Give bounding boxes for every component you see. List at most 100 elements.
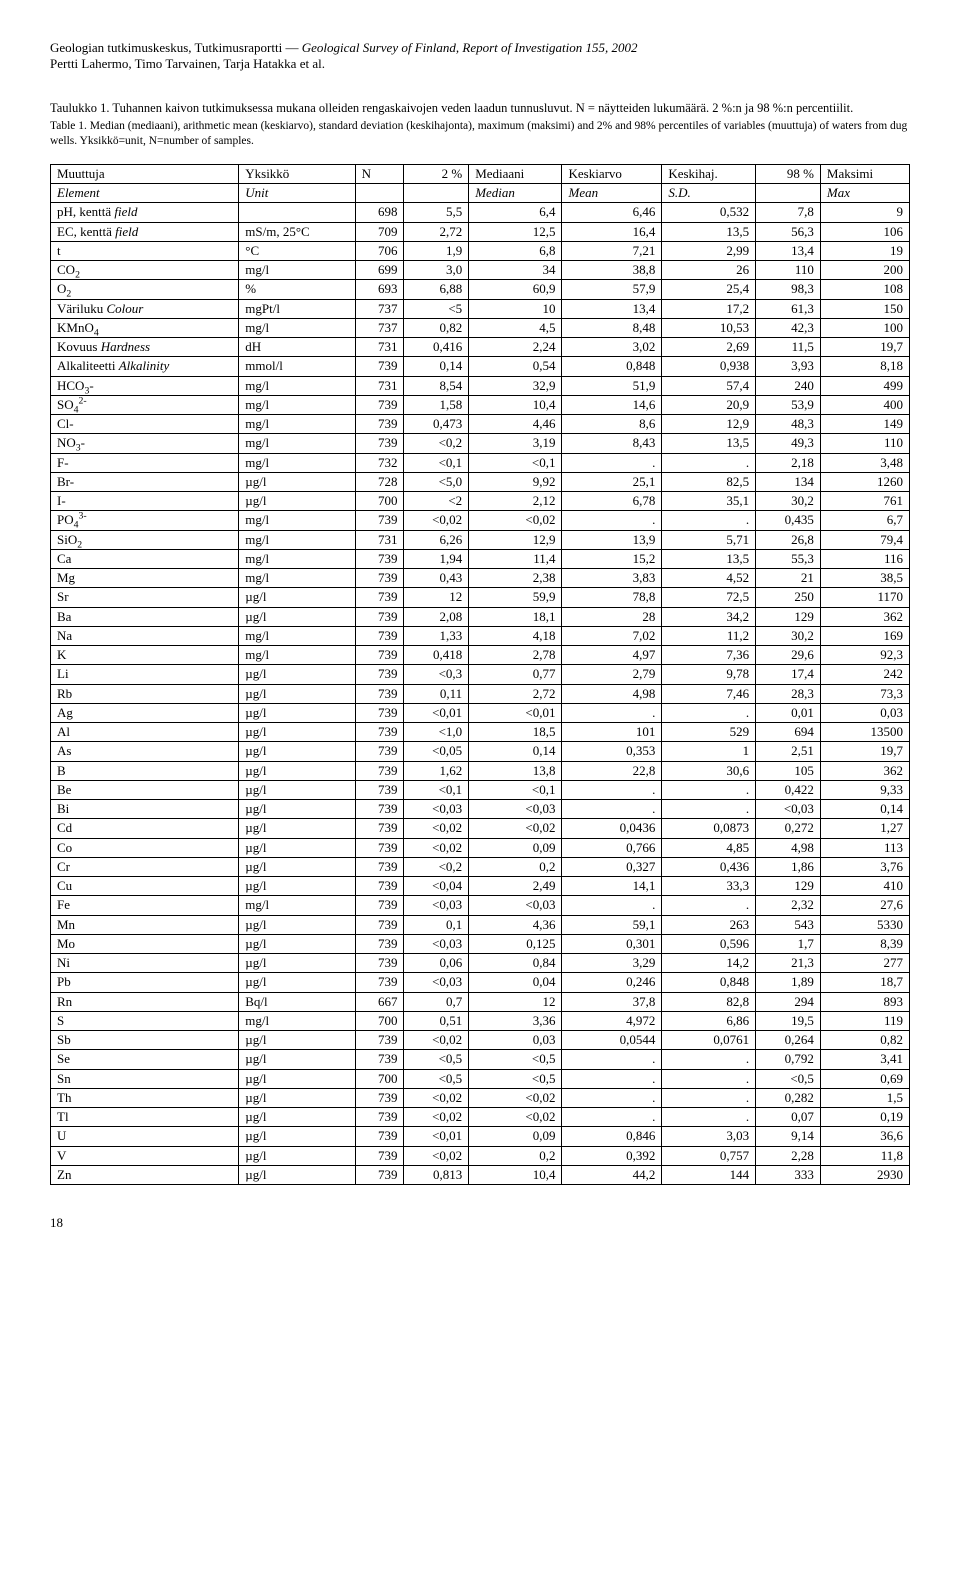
col-98pct: 98 % [756,164,821,183]
cell-n: 699 [355,261,404,280]
cell-max: 0,69 [820,1069,909,1088]
cell-98pct: 333 [756,1165,821,1184]
cell-mean: 0,392 [562,1146,662,1165]
cell-sd: 25,4 [662,280,756,299]
cell-2pct: <1,0 [404,723,469,742]
cell-mean: 57,9 [562,280,662,299]
cell-max: 0,14 [820,800,909,819]
cell-2pct: 1,94 [404,549,469,568]
cell-n: 739 [355,607,404,626]
cell-2pct: 0,51 [404,1011,469,1030]
cell-unit: mg/l [239,415,355,434]
cell-muuttuja: Be [51,780,239,799]
cell-median: <0,02 [469,819,562,838]
table-row: Liµg/l739<0,30,772,799,7817,4242 [51,665,910,684]
cell-98pct: 30,2 [756,626,821,645]
cell-unit: µg/l [239,800,355,819]
cell-n: 739 [355,434,404,453]
col-n: N [355,164,404,183]
cell-n: 739 [355,857,404,876]
cell-median: 34 [469,261,562,280]
cell-98pct: 19,5 [756,1011,821,1030]
cell-muuttuja: Kovuus Hardness [51,338,239,357]
cell-median: 4,36 [469,915,562,934]
cell-98pct: 98,3 [756,280,821,299]
cell-sd: 0,0873 [662,819,756,838]
cell-muuttuja: Sn [51,1069,239,1088]
cell-98pct: 4,98 [756,838,821,857]
cell-2pct: 0,06 [404,954,469,973]
col-n-en [355,184,404,203]
cell-n: 739 [355,1165,404,1184]
cell-2pct: 8,54 [404,376,469,395]
cell-max: 36,6 [820,1127,909,1146]
cell-muuttuja: O2 [51,280,239,299]
col-2pct: 2 % [404,164,469,183]
cell-median: <0,1 [469,780,562,799]
cell-max: 18,7 [820,973,909,992]
table-row: Agµg/l739<0,01<0,01..0,010,03 [51,703,910,722]
cell-sd: 0,757 [662,1146,756,1165]
cell-muuttuja: t [51,241,239,260]
table-row: Rbµg/l7390,112,724,987,4628,373,3 [51,684,910,703]
cell-median: 59,9 [469,588,562,607]
cell-mean: 15,2 [562,549,662,568]
cell-n: 731 [355,376,404,395]
cell-median: 4,5 [469,318,562,337]
cell-sd: 9,78 [662,665,756,684]
page-number: 18 [50,1215,910,1231]
cell-median: 12,9 [469,530,562,549]
cell-98pct: 28,3 [756,684,821,703]
cell-sd: 4,52 [662,569,756,588]
cell-98pct: 2,51 [756,742,821,761]
table-row: Sbµg/l739<0,020,030,05440,07610,2640,82 [51,1031,910,1050]
cell-unit: µg/l [239,1108,355,1127]
cell-median: <0,03 [469,800,562,819]
cell-muuttuja: Br- [51,472,239,491]
cell-2pct: <0,2 [404,857,469,876]
cell-sd: . [662,1050,756,1069]
table-row: Niµg/l7390,060,843,2914,221,3277 [51,954,910,973]
table-row: Namg/l7391,334,187,0211,230,2169 [51,626,910,645]
cell-n: 739 [355,800,404,819]
cell-median: 0,09 [469,1127,562,1146]
cell-muuttuja: Ni [51,954,239,973]
table-body: pH, kenttä field6985,56,46,460,5327,89EC… [51,203,910,1185]
cell-n: 739 [355,626,404,645]
table-row: RnBq/l6670,71237,882,8294893 [51,992,910,1011]
cell-98pct: 29,6 [756,646,821,665]
cell-unit: µg/l [239,1088,355,1107]
cell-mean: 0,846 [562,1127,662,1146]
cell-98pct: 0,272 [756,819,821,838]
cell-sd: 0,0761 [662,1031,756,1050]
col-2pct-en [404,184,469,203]
cell-98pct: 0,435 [756,511,821,530]
cell-sd: 13,5 [662,434,756,453]
cell-mean: 13,4 [562,299,662,318]
cell-median: 10 [469,299,562,318]
cell-median: 12,5 [469,222,562,241]
cell-max: 2930 [820,1165,909,1184]
cell-mean: 13,9 [562,530,662,549]
cell-median: 2,24 [469,338,562,357]
cell-98pct: 129 [756,877,821,896]
cell-unit: mmol/l [239,357,355,376]
cell-unit: dH [239,338,355,357]
cell-median: <0,5 [469,1050,562,1069]
cell-sd: 0,596 [662,934,756,953]
cell-mean: 2,79 [562,665,662,684]
cell-n: 728 [355,472,404,491]
cell-2pct: <0,02 [404,511,469,530]
cell-98pct: 9,14 [756,1127,821,1146]
cell-max: 110 [820,434,909,453]
cell-unit: µg/l [239,1050,355,1069]
cell-unit: mg/l [239,1011,355,1030]
cell-mean: 22,8 [562,761,662,780]
cell-n: 731 [355,530,404,549]
cell-sd: 263 [662,915,756,934]
table-row: NO3-mg/l739<0,23,198,4313,549,3110 [51,434,910,453]
table-header-row-2: Element Unit Median Mean S.D. Max [51,184,910,203]
cell-98pct: 30,2 [756,492,821,511]
cell-2pct: 12 [404,588,469,607]
cell-muuttuja: Rb [51,684,239,703]
